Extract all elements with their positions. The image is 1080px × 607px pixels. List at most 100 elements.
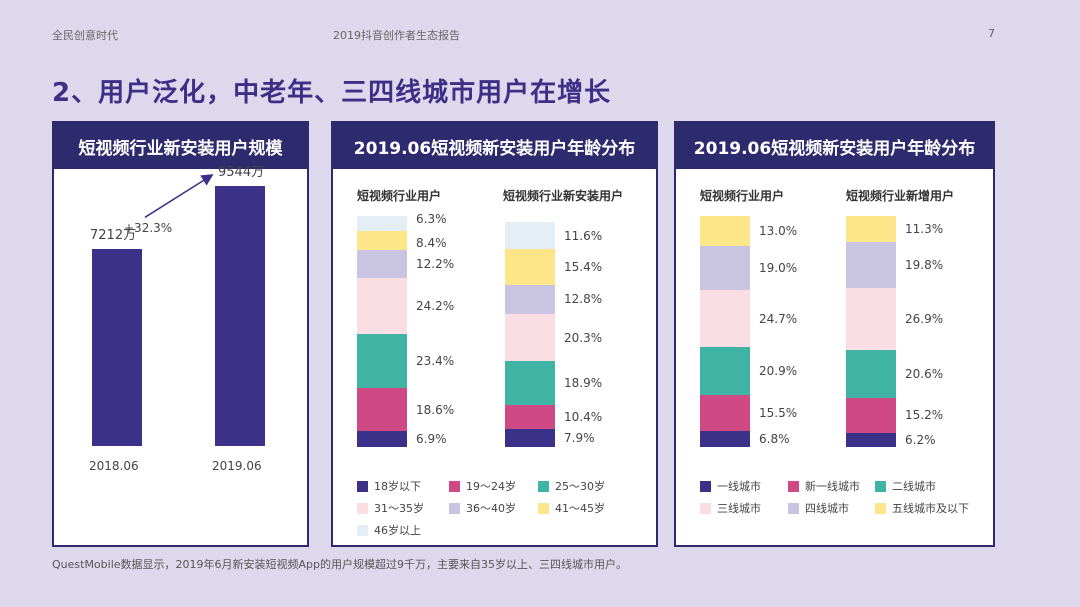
category-label: 短视频行业新增用户 xyxy=(846,189,955,203)
segment-value-label: 10.4% xyxy=(564,409,603,424)
stacked-segment xyxy=(700,347,750,396)
growth-arrow xyxy=(144,174,214,218)
stacked-segment xyxy=(505,284,555,315)
segment-value-label: 6.2% xyxy=(905,432,936,447)
stacked-segment xyxy=(357,388,407,432)
stacked-segment xyxy=(846,216,896,243)
footnote: QuestMobile数据显示，2019年6月新安装短视频App的用户规模超过9… xyxy=(52,558,627,571)
segment-value-label: 11.6% xyxy=(564,228,603,243)
legend-label: 31～35岁 xyxy=(374,502,424,515)
x-tick-label: 2019.06 xyxy=(212,459,262,473)
legend-label: 19～24岁 xyxy=(466,480,516,493)
segment-value-label: 26.9% xyxy=(905,311,944,326)
legend-item: 一线城市 xyxy=(700,478,761,494)
legend-swatch xyxy=(538,502,549,514)
chart-title-age-distribution: 2019.06短视频新安装用户年龄分布 xyxy=(333,123,656,169)
bar-2018.06 xyxy=(92,249,142,446)
legend-item: 36～40岁 xyxy=(449,500,516,516)
legend-label: 五线城市及以下 xyxy=(892,502,969,515)
header-center-text: 2019抖音创作者生态报告 xyxy=(333,29,460,42)
x-tick-label: 2018.06 xyxy=(89,459,139,473)
legend-label: 41～45岁 xyxy=(555,502,605,515)
stacked-bar-chart-age: 短视频行业用户 6.9% 18.6% 23.4% 24.2% 12.2% 8.4% 6.3% 短… xyxy=(333,123,656,545)
stacked-segment xyxy=(505,314,555,362)
legend-item: 18岁以下 xyxy=(357,478,421,494)
bar-value-label: 9544万 xyxy=(218,164,265,180)
segment-value-label: 20.3% xyxy=(564,330,603,345)
stacked-segment xyxy=(357,431,407,447)
segment-value-label: 23.4% xyxy=(416,354,455,369)
stacked-segment xyxy=(700,290,750,348)
chart-title-install-scale: 短视频行业新安装用户规模 xyxy=(54,123,307,169)
segment-value-label: 7.9% xyxy=(564,430,595,445)
stacked-segment xyxy=(357,278,407,335)
segment-value-label: 20.6% xyxy=(905,366,944,381)
chart-panel-install-scale: 短视频行业新安装用户规模 +32.3% 7212万 2018.06 9544万 201… xyxy=(52,121,309,547)
stacked-segment xyxy=(700,395,750,432)
legend-label: 一线城市 xyxy=(717,480,761,493)
chart-panel-city-distribution: 2019.06短视频新安装用户年龄分布 短视频行业用户 6.8% 15.5% 20.9… xyxy=(674,121,995,547)
chart-panel-age-distribution: 2019.06短视频新安装用户年龄分布 短视频行业用户 6.9% 18.6% 23.4… xyxy=(331,121,658,547)
stacked-segment xyxy=(505,249,555,285)
legend-swatch xyxy=(357,480,368,492)
chart-title-city-distribution: 2019.06短视频新安装用户年龄分布 xyxy=(676,123,993,169)
legend-item: 25～30岁 xyxy=(538,478,605,494)
legend-label: 新一线城市 xyxy=(805,480,860,493)
segment-value-label: 18.6% xyxy=(416,402,455,417)
legend-label: 25～30岁 xyxy=(555,480,605,493)
legend-label: 四线城市 xyxy=(805,502,849,515)
stacked-segment xyxy=(357,249,407,279)
legend-swatch xyxy=(700,502,711,514)
legend-swatch xyxy=(700,480,711,492)
segment-value-label: 13.0% xyxy=(759,224,798,239)
stacked-segment xyxy=(700,216,750,247)
bar-chart-install-scale: +32.3% 7212万 2018.06 9544万 2019.06 xyxy=(54,123,307,545)
legend-item: 31～35岁 xyxy=(357,500,424,516)
stacked-segment xyxy=(846,349,896,398)
legend-swatch xyxy=(788,480,799,492)
stacked-segment xyxy=(846,432,896,447)
header-left-text: 全民创意时代 xyxy=(52,29,118,42)
stacked-segment xyxy=(505,361,555,405)
segment-value-label: 18.9% xyxy=(564,375,603,390)
category-label: 短视频行业用户 xyxy=(700,189,785,203)
legend-swatch xyxy=(449,502,460,514)
stacked-segment xyxy=(357,230,407,250)
legend-label: 18岁以下 xyxy=(374,480,421,493)
legend-item: 新一线城市 xyxy=(788,478,860,494)
legend-swatch xyxy=(357,502,368,514)
segment-value-label: 15.4% xyxy=(564,259,603,274)
stacked-segment xyxy=(846,242,896,288)
legend-item: 41～45岁 xyxy=(538,500,605,516)
legend-label: 三线城市 xyxy=(717,502,761,515)
stacked-segment xyxy=(505,404,555,429)
segment-value-label: 19.0% xyxy=(759,261,798,276)
segment-value-label: 6.8% xyxy=(759,432,790,447)
segment-value-label: 12.8% xyxy=(564,292,603,307)
stacked-segment xyxy=(505,428,555,447)
bar-value-label: 7212万 xyxy=(90,228,137,244)
legend-swatch xyxy=(875,502,886,514)
stacked-segment xyxy=(357,334,407,389)
legend-item: 五线城市及以下 xyxy=(875,500,969,516)
legend-swatch xyxy=(449,480,460,492)
legend-item: 二线城市 xyxy=(875,478,936,494)
legend-item: 19～24岁 xyxy=(449,478,516,494)
bar-2019.06 xyxy=(215,185,265,446)
stacked-segment xyxy=(700,431,750,447)
legend-item: 三线城市 xyxy=(700,500,761,516)
stacked-segment xyxy=(846,397,896,433)
segment-value-label: 19.8% xyxy=(905,257,944,272)
stacked-segment xyxy=(700,246,750,291)
page-title: 2、用户泛化，中老年、三四线城市用户在增长 xyxy=(52,78,612,108)
segment-value-label: 11.3% xyxy=(905,222,944,237)
segment-value-label: 24.2% xyxy=(416,299,455,314)
legend-swatch xyxy=(357,524,368,536)
segment-value-label: 20.9% xyxy=(759,364,798,379)
legend-swatch xyxy=(538,480,549,492)
legend-item: 四线城市 xyxy=(788,500,849,516)
legend-swatch xyxy=(788,502,799,514)
stacked-bar-chart-city: 短视频行业用户 6.8% 15.5% 20.9% 24.7% 19.0% 13.0% 短视频行… xyxy=(676,123,993,545)
segment-value-label: 15.2% xyxy=(905,408,944,423)
stacked-segment xyxy=(357,216,407,231)
